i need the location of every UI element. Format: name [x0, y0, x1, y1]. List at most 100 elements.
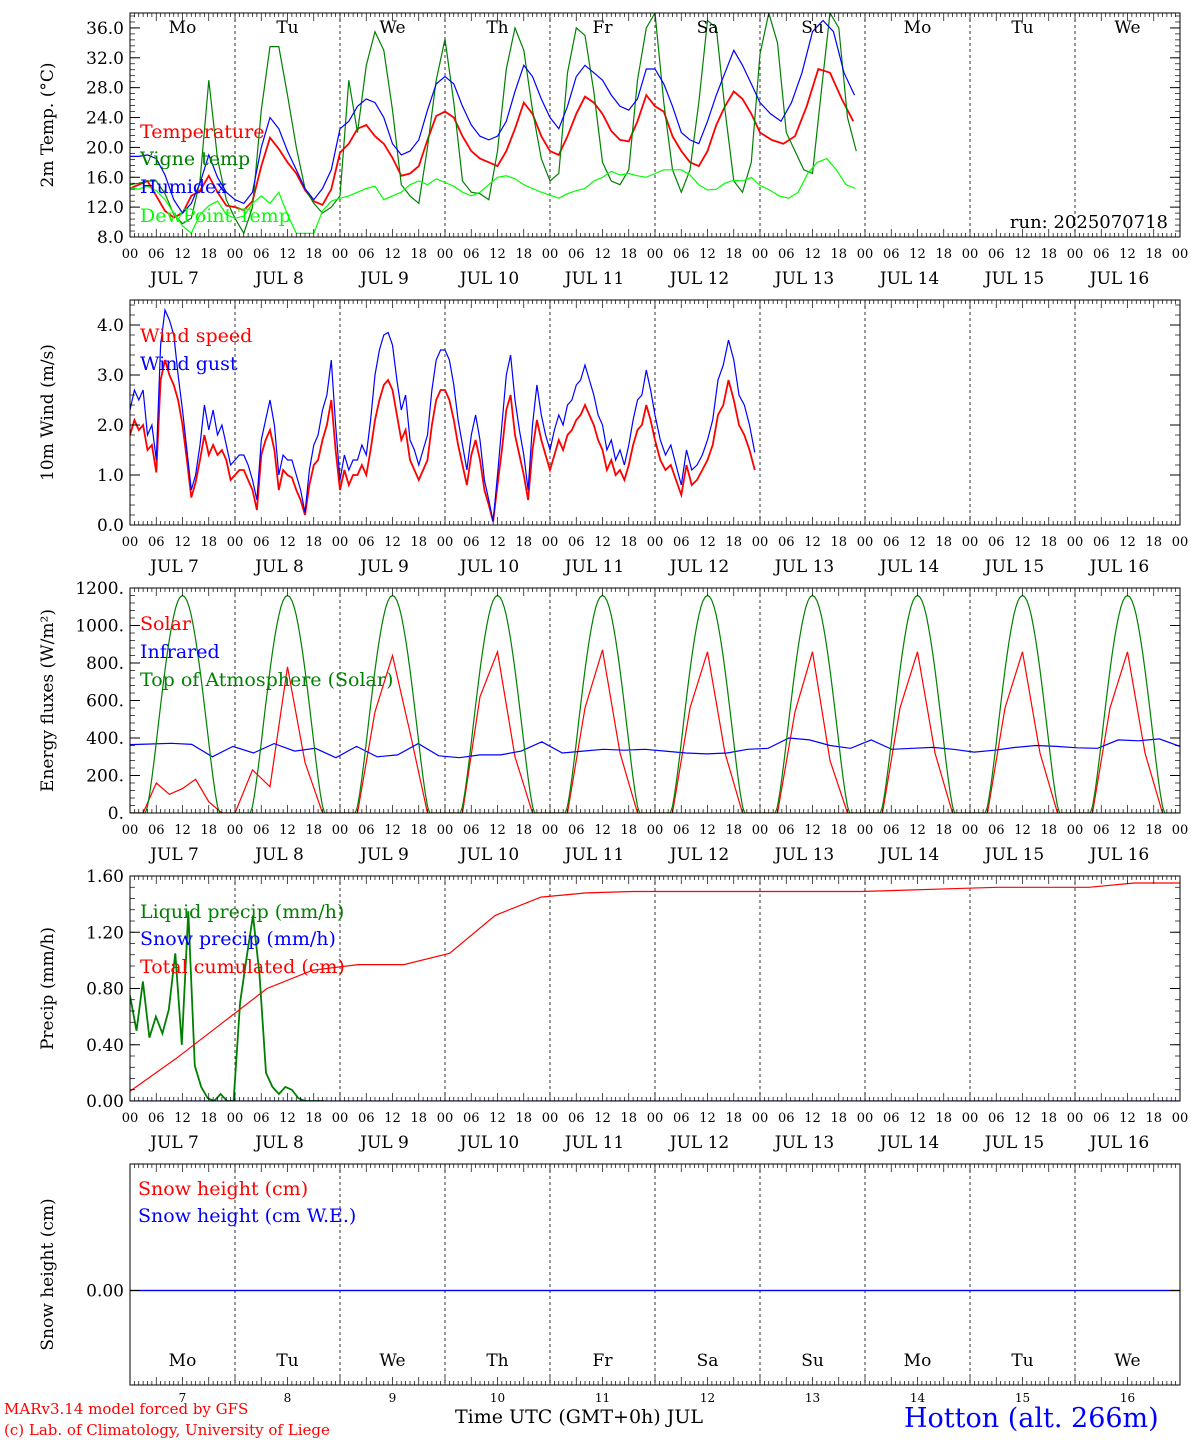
hour-label: 18: [620, 823, 637, 838]
hour-label: 18: [1145, 823, 1162, 838]
legend-entry: Wind speed: [140, 325, 252, 347]
y-axis-title: 2m Temp. (°C): [38, 62, 58, 187]
legend-entry: Temperature: [140, 121, 264, 143]
date-label: JUL 13: [773, 557, 834, 577]
date-label: JUL 16: [1088, 845, 1149, 865]
y-tick-label: 0.00: [86, 1092, 124, 1112]
hour-label: 00: [752, 535, 769, 550]
x-axis-title: Time UTC (GMT+0h) JUL: [455, 1406, 703, 1428]
hour-label: 12: [384, 535, 401, 550]
date-label: JUL 8: [253, 269, 304, 289]
legend-entry: Liquid precip (mm/h): [140, 901, 344, 923]
date-label: JUL 14: [878, 1133, 939, 1153]
y-tick-label: 600.: [86, 692, 124, 712]
hour-label: 12: [909, 823, 926, 838]
y-axis-title: Precip (mm/h): [38, 927, 58, 1050]
hour-label: 00: [122, 823, 139, 838]
date-label: JUL 15: [983, 557, 1044, 577]
date-label: JUL 9: [358, 557, 409, 577]
hour-label: 18: [935, 1111, 952, 1126]
weekday-label: Su: [801, 1351, 824, 1371]
hour-label: 00: [647, 535, 664, 550]
weekday-label: Su: [801, 18, 824, 38]
hour-label: 18: [935, 535, 952, 550]
hour-label: 06: [148, 535, 165, 550]
date-label: JUL 14: [878, 845, 939, 865]
legend-entry: Snow height (cm): [138, 1178, 308, 1200]
y-tick-label: 400.: [86, 729, 124, 749]
date-label: JUL 10: [458, 557, 519, 577]
hour-label: 00: [437, 535, 454, 550]
hour-label: 00: [332, 1111, 349, 1126]
y-tick-label: 1200.: [75, 579, 124, 599]
hour-label: 12: [909, 247, 926, 262]
hour-label: 06: [778, 823, 795, 838]
y-tick-label: 36.0: [86, 19, 124, 39]
day-number-label: 10: [490, 1391, 505, 1405]
hour-label: 12: [594, 247, 611, 262]
series-line: [130, 737, 1180, 759]
date-label: JUL 15: [983, 1133, 1044, 1153]
hour-label: 18: [305, 247, 322, 262]
hour-label: 18: [1145, 535, 1162, 550]
model-note: MARv3.14 model forced by GFS: [4, 1400, 248, 1418]
date-label: JUL 7: [148, 845, 199, 865]
y-tick-label: 3.0: [97, 366, 124, 386]
weekday-label: Tu: [1011, 18, 1033, 38]
hour-label: 12: [1119, 1111, 1136, 1126]
hour-label: 06: [568, 1111, 585, 1126]
hour-label: 00: [857, 1111, 874, 1126]
date-label: JUL 12: [668, 557, 729, 577]
legend-entry: Snow precip (mm/h): [140, 928, 336, 950]
series-line: [130, 157, 856, 235]
hour-label: 00: [227, 1111, 244, 1126]
hour-label: 12: [1014, 247, 1031, 262]
hour-label: 12: [384, 247, 401, 262]
hour-label: 12: [174, 1111, 191, 1126]
y-tick-label: 1.0: [97, 466, 124, 486]
hour-label: 18: [515, 247, 532, 262]
hour-label: 12: [1014, 1111, 1031, 1126]
legend-entry: Solar: [140, 613, 192, 635]
weekday-label: Sa: [697, 18, 719, 38]
y-tick-label: 800.: [86, 654, 124, 674]
hour-label: 06: [883, 247, 900, 262]
hour-label: 12: [909, 1111, 926, 1126]
hour-label: 06: [148, 247, 165, 262]
hour-label: 00: [1172, 1111, 1189, 1126]
hour-label: 06: [358, 535, 375, 550]
hour-label: 06: [568, 535, 585, 550]
hour-label: 00: [227, 823, 244, 838]
hour-label: 18: [725, 247, 742, 262]
y-axis-title: Energy fluxes (W/m²): [38, 609, 58, 792]
hour-label: 06: [358, 1111, 375, 1126]
hour-label: 06: [253, 1111, 270, 1126]
hour-label: 06: [778, 535, 795, 550]
hour-label: 06: [358, 823, 375, 838]
date-label: JUL 14: [878, 269, 939, 289]
hour-label: 06: [988, 247, 1005, 262]
hour-label: 06: [568, 823, 585, 838]
date-label: JUL 16: [1088, 557, 1149, 577]
hour-label: 00: [752, 1111, 769, 1126]
hour-label: 00: [1172, 247, 1189, 262]
hour-label: 18: [1040, 1111, 1057, 1126]
hour-label: 12: [489, 247, 506, 262]
hour-label: 12: [699, 535, 716, 550]
series-line: [130, 359, 756, 522]
date-label: JUL 12: [668, 845, 729, 865]
date-label: JUL 10: [458, 1133, 519, 1153]
hour-label: 18: [515, 823, 532, 838]
hour-label: 18: [305, 535, 322, 550]
hour-label: 06: [1093, 823, 1110, 838]
hour-label: 12: [1119, 823, 1136, 838]
day-number-label: 11: [595, 1391, 610, 1405]
legend-entry: Wind gust: [140, 353, 238, 375]
hour-label: 00: [542, 823, 559, 838]
date-label: JUL 16: [1088, 1133, 1149, 1153]
hour-label: 18: [200, 247, 217, 262]
weekday-label: Tu: [276, 1351, 298, 1371]
hour-label: 18: [620, 1111, 637, 1126]
series-line: [130, 594, 1180, 813]
hour-label: 12: [489, 823, 506, 838]
